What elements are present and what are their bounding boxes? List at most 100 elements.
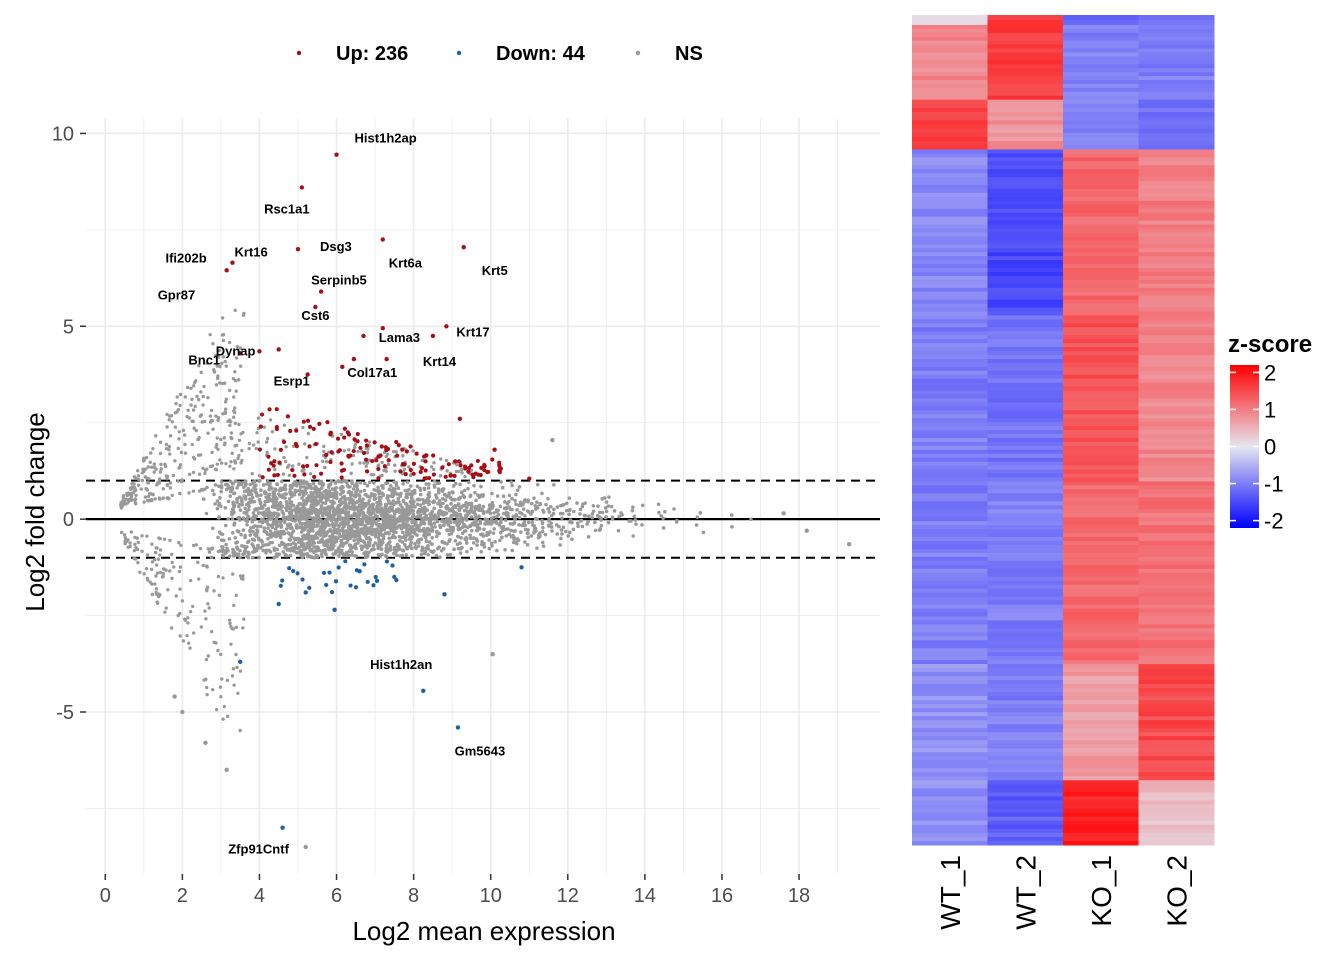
ns-point [391,499,396,503]
ns-point [432,461,436,465]
ns-point [289,533,293,538]
ns-point [168,486,173,490]
ns-point [362,514,366,518]
heatmap-cells [912,15,1215,846]
ns-point [306,543,310,548]
ns-point [543,532,548,537]
data-point [332,607,337,612]
heatmap-cell [912,112,988,117]
ns-point [215,499,220,503]
heatmap-cell [1063,812,1139,818]
ns-point [541,508,545,513]
up-point [351,448,356,454]
heatmap-cell [1138,64,1215,69]
heatmap-cell [987,124,1064,130]
heatmap-cell [987,87,1064,93]
ns-point [475,543,479,548]
up-point [431,453,436,458]
data-point [442,592,447,597]
heatmap-cell [987,64,1064,69]
heatmap-cell [1063,24,1139,30]
heatmap-cell [1138,343,1215,348]
ns-point [339,432,344,437]
heatmap-cell [1063,64,1139,69]
heatmap-cell [987,481,1064,486]
ns-point [604,509,609,514]
heatmap-cell [987,36,1064,42]
heatmap-cell [1138,449,1215,455]
heatmap-cell [1138,708,1215,713]
heatmap-cell [1138,812,1215,818]
ns-point [256,440,260,444]
heatmap-cell [1138,576,1215,582]
ns-point [301,425,305,430]
heatmap-cell [1063,132,1139,138]
down-point [365,579,370,585]
heatmap-cell [1063,165,1139,170]
ns-point [281,550,286,554]
ns-point [455,523,460,527]
heatmap-cell [1138,628,1215,633]
ns-point [456,546,461,551]
ns-point [377,533,381,538]
ns-point [279,530,284,535]
down-point [336,565,341,570]
ns-point [317,481,322,486]
ns-point [288,538,293,542]
heatmap-cell [1063,537,1139,542]
ns-point [280,479,284,484]
heatmap-cell [987,382,1064,388]
ns-point [495,514,499,519]
ns-point [222,436,227,440]
ns-point [438,503,443,508]
ns-point [392,515,396,519]
heatmap-cell [1063,68,1139,73]
heatmap-cell [987,128,1064,134]
up-point [346,453,351,459]
ns-point [388,484,393,488]
ns-point [344,529,349,533]
data-point [340,364,345,369]
heatmap-cell [912,560,988,566]
ns-point [315,494,320,499]
ns-point [583,501,587,505]
heatmap-cell [987,331,1064,336]
ns-point [205,485,209,490]
ns-point [240,502,245,507]
ns-point [617,514,621,519]
ns-point [597,510,602,515]
ns-point [403,517,407,521]
ns-point [550,529,554,533]
ns-point [152,470,156,474]
heatmap-cell [1138,764,1215,769]
ns-point [352,538,356,543]
ns-point [198,546,203,551]
heatmap-cell [912,116,988,121]
heatmap-cell [1138,756,1215,761]
up-point [418,469,423,475]
ns-point [377,538,381,543]
heatmap-cell [912,473,988,479]
ns-point [557,524,561,529]
data-point [444,324,449,329]
ns-point [232,491,236,496]
down-point [354,568,359,573]
ns-point [329,479,334,484]
heatmap-cell [1138,636,1215,641]
ns-point [475,528,479,533]
heatmap-cell [1063,477,1139,482]
ns-point [221,412,225,416]
ns-point [420,545,425,550]
ns-point [181,428,186,433]
ns-point [386,541,391,546]
heatmap-cell [1063,548,1139,554]
heatmap-cell [912,32,988,38]
heatmap-cell [912,303,988,309]
ns-point [157,477,162,481]
heatmap-cell [987,44,1064,50]
heatmap-cell [987,604,1064,609]
down-point [353,585,359,590]
heatmap-cell [987,465,1064,471]
ns-point [627,519,631,523]
ns-point [252,479,257,484]
